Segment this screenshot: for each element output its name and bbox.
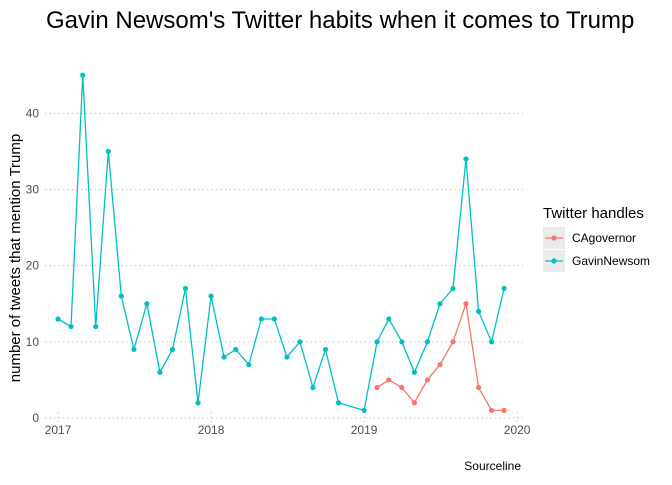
data-point: [411, 369, 418, 375]
data-point: [475, 384, 482, 391]
data-point: [374, 339, 380, 345]
data-point: [437, 301, 443, 307]
data-point: [258, 316, 264, 322]
data-point: [501, 407, 507, 413]
data-point: [221, 354, 227, 360]
legend-title: Twitter handles: [543, 205, 644, 222]
legend-item: GavinNewsom: [543, 250, 650, 272]
y-axis-ticks: 0 10 20 30 40: [26, 106, 40, 425]
data-point: [488, 407, 495, 413]
legend-label: GavinNewsom: [572, 254, 650, 268]
series-line: [57, 75, 505, 412]
data-point: [208, 293, 214, 299]
data-point: [80, 72, 86, 78]
data-point: [335, 400, 342, 406]
y-tick-label: 0: [32, 411, 39, 425]
data-point: [475, 308, 482, 314]
legend-label: CAgovernor: [572, 231, 636, 245]
x-tick-label: 2019: [351, 423, 378, 437]
series-CAgovernor: [374, 301, 507, 413]
data-point: [284, 354, 290, 360]
data-point: [144, 301, 150, 307]
data-point: [501, 285, 507, 292]
y-axis-title: number of tweets that mention Trump: [7, 134, 24, 382]
x-tick-label: 2020: [504, 423, 531, 437]
legend-key-point: [551, 258, 557, 264]
data-point: [411, 400, 418, 406]
data-point: [463, 156, 469, 162]
data-point: [424, 377, 430, 383]
y-tick-label: 20: [26, 259, 40, 273]
data-point: [488, 339, 495, 345]
data-point: [297, 339, 303, 345]
data-point: [450, 285, 456, 292]
legend-key-point: [551, 235, 557, 241]
data-point: [437, 362, 443, 368]
data-point: [399, 384, 405, 391]
data-point: [399, 339, 405, 345]
legend-items: CAgovernor GavinNewsom: [543, 227, 650, 272]
data-point: [169, 346, 176, 353]
y-tick-label: 10: [26, 335, 40, 349]
y-tick-label: 30: [26, 182, 40, 196]
data-point: [233, 346, 239, 353]
data-point: [424, 339, 430, 345]
data-point: [182, 285, 189, 292]
data-point: [450, 339, 456, 345]
series-layer: [55, 72, 507, 413]
x-tick-label: 2017: [45, 423, 72, 437]
data-point: [386, 377, 392, 383]
chart-title: Gavin Newsom's Twitter habits when it co…: [46, 7, 634, 34]
data-point: [322, 346, 329, 353]
data-point: [271, 316, 277, 322]
data-point: [105, 148, 111, 155]
caption: Sourceline: [464, 459, 521, 473]
legend-item: CAgovernor: [543, 227, 636, 249]
x-tick-label: 2018: [198, 423, 225, 437]
series-GavinNewsom: [55, 72, 507, 413]
data-point: [68, 323, 74, 330]
data-point: [361, 407, 367, 413]
data-point: [195, 400, 201, 406]
gridlines: [45, 112, 523, 424]
legend: Twitter handles CAgovernor GavinNewsom: [543, 205, 650, 272]
series-line: [376, 303, 505, 412]
y-tick-label: 40: [26, 106, 40, 120]
data-point: [310, 384, 316, 391]
data-point: [463, 301, 469, 307]
data-point: [386, 316, 392, 322]
data-point: [374, 384, 380, 391]
data-point: [118, 293, 124, 299]
data-point: [157, 369, 163, 375]
data-point: [93, 323, 99, 330]
x-axis-ticks: 2017 2018 2019 2020: [45, 423, 531, 437]
data-point: [246, 362, 252, 368]
data-point: [131, 346, 137, 353]
data-point: [55, 316, 61, 322]
